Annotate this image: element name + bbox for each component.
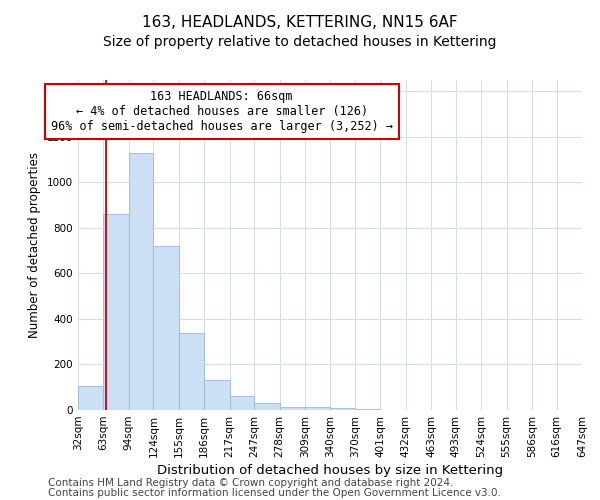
- Text: 163, HEADLANDS, KETTERING, NN15 6AF: 163, HEADLANDS, KETTERING, NN15 6AF: [142, 15, 458, 30]
- Bar: [78, 386, 103, 410]
- X-axis label: Distribution of detached houses by size in Kettering: Distribution of detached houses by size …: [157, 464, 503, 477]
- Bar: [355, 409, 380, 410]
- Bar: [254, 403, 280, 410]
- Y-axis label: Number of detached properties: Number of detached properties: [28, 152, 41, 338]
- Bar: [179, 332, 204, 410]
- Bar: [331, 408, 355, 410]
- Bar: [154, 246, 179, 410]
- Text: Contains public sector information licensed under the Open Government Licence v3: Contains public sector information licen…: [48, 488, 501, 498]
- Bar: [280, 406, 305, 410]
- Bar: [103, 214, 129, 410]
- Bar: [204, 380, 230, 410]
- Text: Size of property relative to detached houses in Kettering: Size of property relative to detached ho…: [103, 35, 497, 49]
- Bar: [305, 406, 331, 410]
- Text: 163 HEADLANDS: 66sqm
← 4% of detached houses are smaller (126)
96% of semi-detac: 163 HEADLANDS: 66sqm ← 4% of detached ho…: [50, 90, 392, 133]
- Bar: [129, 153, 154, 410]
- Bar: [230, 396, 254, 410]
- Text: Contains HM Land Registry data © Crown copyright and database right 2024.: Contains HM Land Registry data © Crown c…: [48, 478, 454, 488]
